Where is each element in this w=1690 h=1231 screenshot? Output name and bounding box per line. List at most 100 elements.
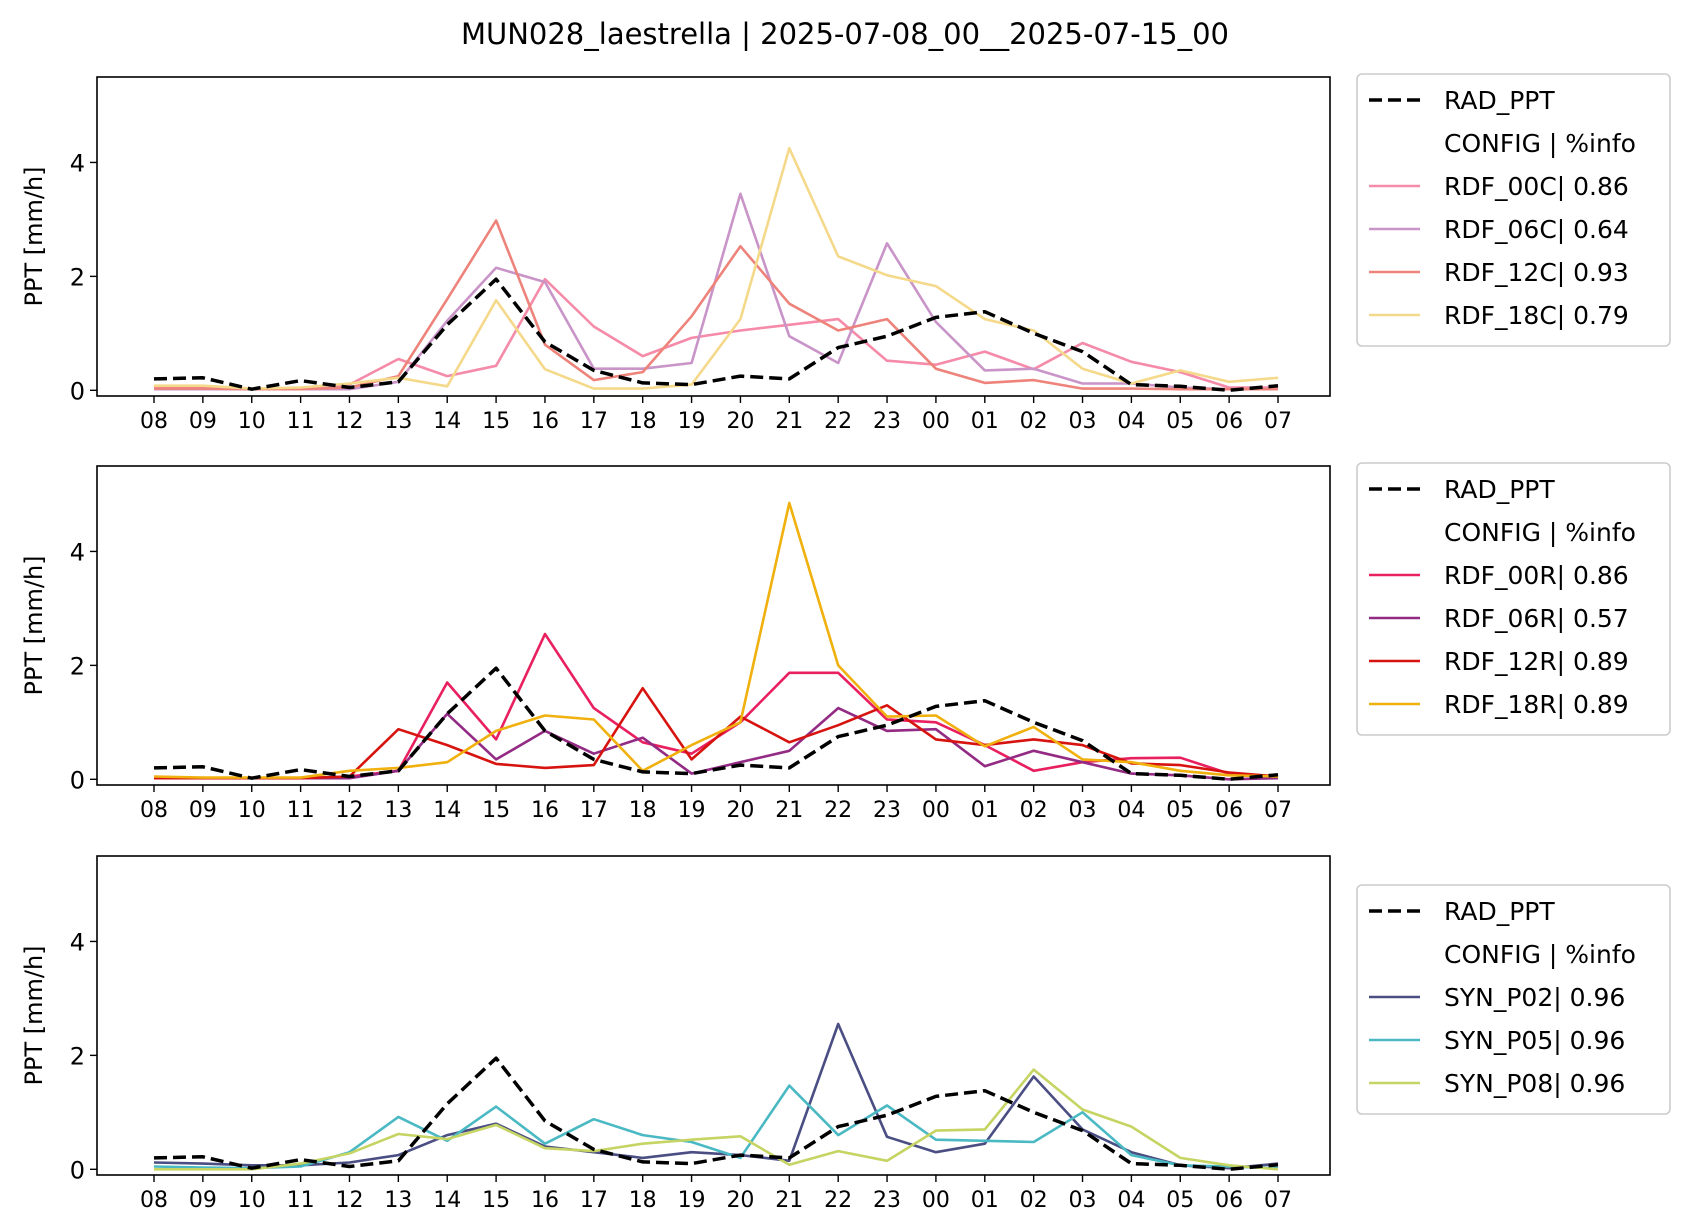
x-tick-label: 19 (678, 409, 706, 434)
legend: RAD_PPT CONFIG | %info SYN_P02| 0.96 SYN_P0… (1356, 884, 1671, 1115)
y-tick-label: 4 (70, 149, 85, 177)
legend-entry: RAD_PPT (1444, 475, 1555, 504)
legend-entry: RDF_12R| 0.89 (1444, 647, 1629, 676)
x-tick-label: 21 (775, 1188, 803, 1213)
x-tick-label: 08 (140, 1188, 168, 1213)
x-tick-label: 15 (482, 409, 510, 434)
x-tick-label: 12 (335, 1188, 363, 1213)
x-tick-label: 00 (922, 1188, 950, 1213)
y-tick-label: 4 (70, 928, 85, 956)
x-tick-label: 08 (140, 798, 168, 823)
x-tick-label: 21 (775, 409, 803, 434)
x-tick-label: 14 (433, 798, 461, 823)
y-axis-label: PPT [mm/h] (20, 166, 48, 306)
x-tick-label: 01 (971, 409, 999, 434)
legend: RAD_PPT CONFIG | %info RDF_00R| 0.86 RDF_06… (1356, 462, 1671, 736)
x-tick-label: 10 (238, 798, 266, 823)
x-tick-label: 23 (873, 798, 901, 823)
x-tick-label: 22 (824, 409, 852, 434)
x-tick-label: 17 (580, 409, 608, 434)
legend-entry: RDF_18C| 0.79 (1444, 301, 1629, 330)
series-line-syn-p08 (154, 1068, 1279, 1171)
legend: RAD_PPT CONFIG | %info RDF_00C| 0.86 RDF_06… (1356, 73, 1671, 347)
x-tick-label: 09 (189, 1188, 217, 1213)
legend-entry: RDF_06C| 0.64 (1444, 215, 1629, 244)
legend-entry: SYN_P08| 0.96 (1444, 1069, 1625, 1098)
series-line-rdf-18c (154, 146, 1279, 390)
x-tick-label: 05 (1166, 1188, 1194, 1213)
x-tick-label: 18 (629, 1188, 657, 1213)
x-tick-label: 11 (287, 798, 315, 823)
series-group (153, 1022, 1279, 1172)
x-tick-label: 02 (1020, 409, 1048, 434)
y-tick-label: 0 (70, 766, 85, 794)
legend-box (1356, 462, 1671, 736)
x-tick-label: 20 (726, 409, 754, 434)
x-tick-label: 19 (678, 798, 706, 823)
x-tick-label: 18 (629, 798, 657, 823)
x-tick-label: 05 (1166, 798, 1194, 823)
legend-entry: RDF_06R| 0.57 (1444, 604, 1629, 633)
y-tick-label: 2 (70, 1042, 85, 1070)
x-tick-label: 04 (1117, 409, 1145, 434)
x-tick-label: 01 (971, 1188, 999, 1213)
x-tick-label: 04 (1117, 1188, 1145, 1213)
legend-entry: RAD_PPT (1444, 86, 1555, 115)
x-tick-label: 09 (189, 409, 217, 434)
y-tick-label: 2 (70, 263, 85, 291)
x-tick-label: 03 (1069, 409, 1097, 434)
x-tick-label: 22 (824, 798, 852, 823)
x-tick-label: 19 (678, 1188, 706, 1213)
x-tick-label: 06 (1215, 409, 1243, 434)
x-tick-label: 06 (1215, 1188, 1243, 1213)
x-tick-label: 16 (531, 409, 559, 434)
x-tick-label: 07 (1264, 409, 1292, 434)
legend-entry: RDF_18R| 0.89 (1444, 690, 1629, 719)
x-tick-label: 05 (1166, 409, 1194, 434)
x-tick-label: 14 (433, 409, 461, 434)
x-tick-label: 11 (287, 409, 315, 434)
legend-entry: RDF_00C| 0.86 (1444, 172, 1629, 201)
x-tick-label: 02 (1020, 1188, 1048, 1213)
axes-frame (96, 76, 1331, 397)
x-tick-label: 16 (531, 1188, 559, 1213)
legend-header: CONFIG | %info (1444, 129, 1636, 158)
x-tick-label: 07 (1264, 798, 1292, 823)
series-line-rad-ppt (153, 277, 1279, 393)
x-tick-label: 08 (140, 409, 168, 434)
y-axis-label: PPT [mm/h] (20, 945, 48, 1085)
x-tick-label: 00 (922, 798, 950, 823)
x-tick-label: 21 (775, 798, 803, 823)
series-line-rad-ppt (153, 1056, 1279, 1172)
x-tick-label: 13 (384, 798, 412, 823)
series-group (153, 146, 1279, 393)
x-tick-label: 20 (726, 798, 754, 823)
y-axis-label: PPT [mm/h] (20, 555, 48, 695)
x-tick-label: 23 (873, 409, 901, 434)
x-tick-label: 10 (238, 1188, 266, 1213)
x-tick-label: 02 (1020, 798, 1048, 823)
series-line-rad-ppt (153, 666, 1279, 782)
legend-entry: SYN_P02| 0.96 (1444, 983, 1625, 1012)
figure-title: MUN028_laestrella | 2025-07-08_00__2025-… (461, 17, 1229, 51)
y-tick-label: 0 (70, 377, 85, 405)
axes-frame (96, 855, 1331, 1176)
series-group (153, 501, 1279, 782)
series-line-rdf-06c (154, 192, 1278, 391)
x-tick-label: 15 (482, 1188, 510, 1213)
y-tick-label: 4 (70, 538, 85, 566)
x-tick-label: 01 (971, 798, 999, 823)
x-tick-label: 06 (1215, 798, 1243, 823)
x-tick-label: 11 (287, 1188, 315, 1213)
x-tick-label: 14 (433, 1188, 461, 1213)
x-tick-label: 10 (238, 409, 266, 434)
axes-frame (96, 465, 1331, 786)
x-tick-label: 13 (384, 409, 412, 434)
x-tick-label: 12 (335, 409, 363, 434)
series-line-rdf-18r (153, 501, 1279, 779)
y-tick-label: 0 (70, 1156, 85, 1184)
legend-header: CONFIG | %info (1444, 940, 1636, 969)
